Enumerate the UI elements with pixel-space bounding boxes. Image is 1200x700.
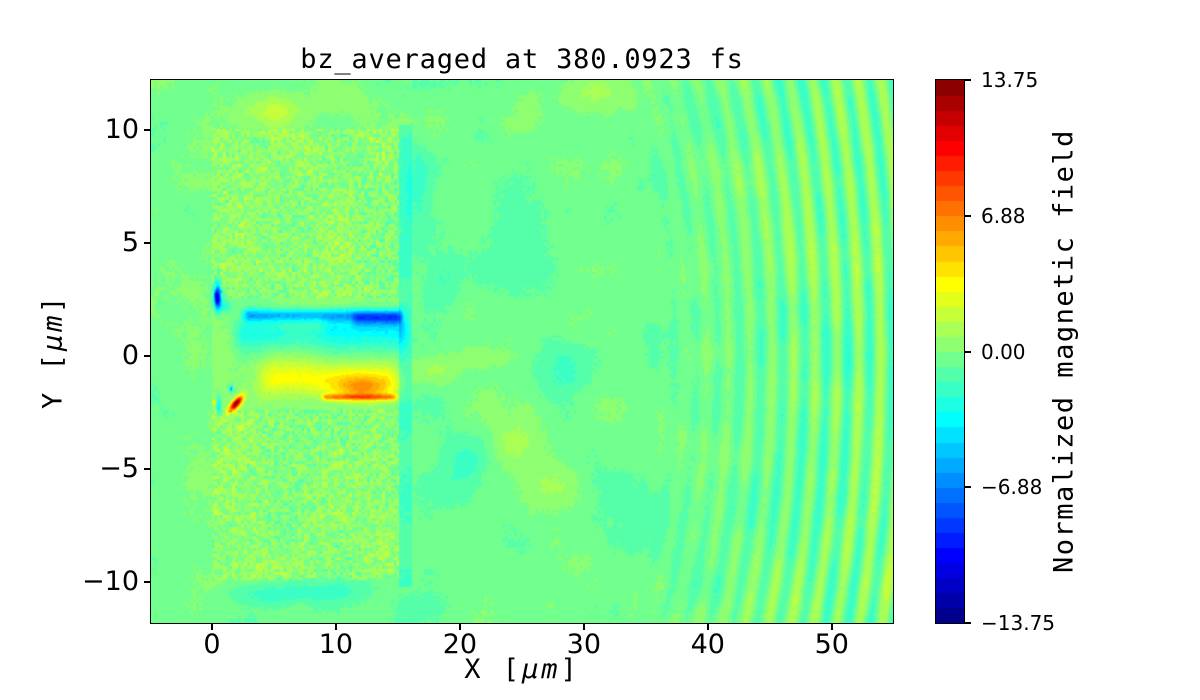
x-tick-label-40: 40 <box>690 629 725 660</box>
x-tick-label-30: 30 <box>566 629 602 660</box>
x-tick-label-10: 10 <box>318 629 354 660</box>
colorbar-tick-mark-−6.88 <box>965 486 971 489</box>
colorbar-tick-mark-−13.75 <box>965 622 971 624</box>
y-tick-mark-−10 <box>144 581 150 584</box>
x-axis-label-pre: X [ <box>464 654 522 685</box>
colorbar-tick-label-6.88: 6.88 <box>981 203 1026 228</box>
y-tick-label-0: 0 <box>121 340 139 372</box>
x-tick-label-50: 50 <box>814 629 849 660</box>
x-tick-label-0: 0 <box>203 629 221 660</box>
y-axis-label-post: ] <box>37 293 69 313</box>
colorbar-tick-mark-6.88 <box>965 214 971 217</box>
colorbar-tick-label-−6.88: −6.88 <box>981 475 1043 500</box>
colorbar-canvas <box>936 80 964 623</box>
y-tick-mark-−5 <box>144 468 150 471</box>
y-tick-label-5: 5 <box>121 227 139 259</box>
x-tick-mark-20 <box>458 624 461 630</box>
colorbar-label: Normalized magnetic field <box>1048 129 1080 574</box>
y-tick-label-−5: −5 <box>99 453 139 485</box>
y-axis-label-pre: Y [ <box>37 351 69 410</box>
y-tick-mark-0 <box>144 355 150 358</box>
y-tick-mark-10 <box>144 128 150 131</box>
colorbar-tick-label-−13.75: −13.75 <box>981 611 1056 635</box>
y-axis-label-unit: μm <box>37 312 69 352</box>
y-axis-label: Y [μm] <box>36 80 70 623</box>
x-axis-label: X [μm] <box>151 654 893 685</box>
colorbar-tick-label-0.00: 0.00 <box>981 339 1026 364</box>
colorbar-tick-label-13.75: 13.75 <box>981 68 1039 92</box>
colorbar-tick-mark-0.00 <box>965 350 971 353</box>
x-axis-label-post: ] <box>560 654 580 685</box>
x-tick-mark-50 <box>830 624 833 630</box>
x-tick-mark-10 <box>334 624 337 630</box>
colorbar-tick-mark-13.75 <box>965 79 971 81</box>
x-tick-mark-40 <box>706 624 709 630</box>
heatmap-canvas <box>151 80 893 623</box>
x-axis-label-unit: μm <box>522 654 561 685</box>
y-tick-label-−10: −10 <box>82 566 139 598</box>
plot-title: bz_averaged at 380.0923 fs <box>300 44 744 75</box>
x-tick-mark-30 <box>582 624 585 630</box>
y-tick-mark-5 <box>144 241 150 244</box>
x-tick-label-20: 20 <box>442 629 478 660</box>
x-tick-mark-0 <box>210 624 213 630</box>
y-tick-label-10: 10 <box>104 113 139 145</box>
